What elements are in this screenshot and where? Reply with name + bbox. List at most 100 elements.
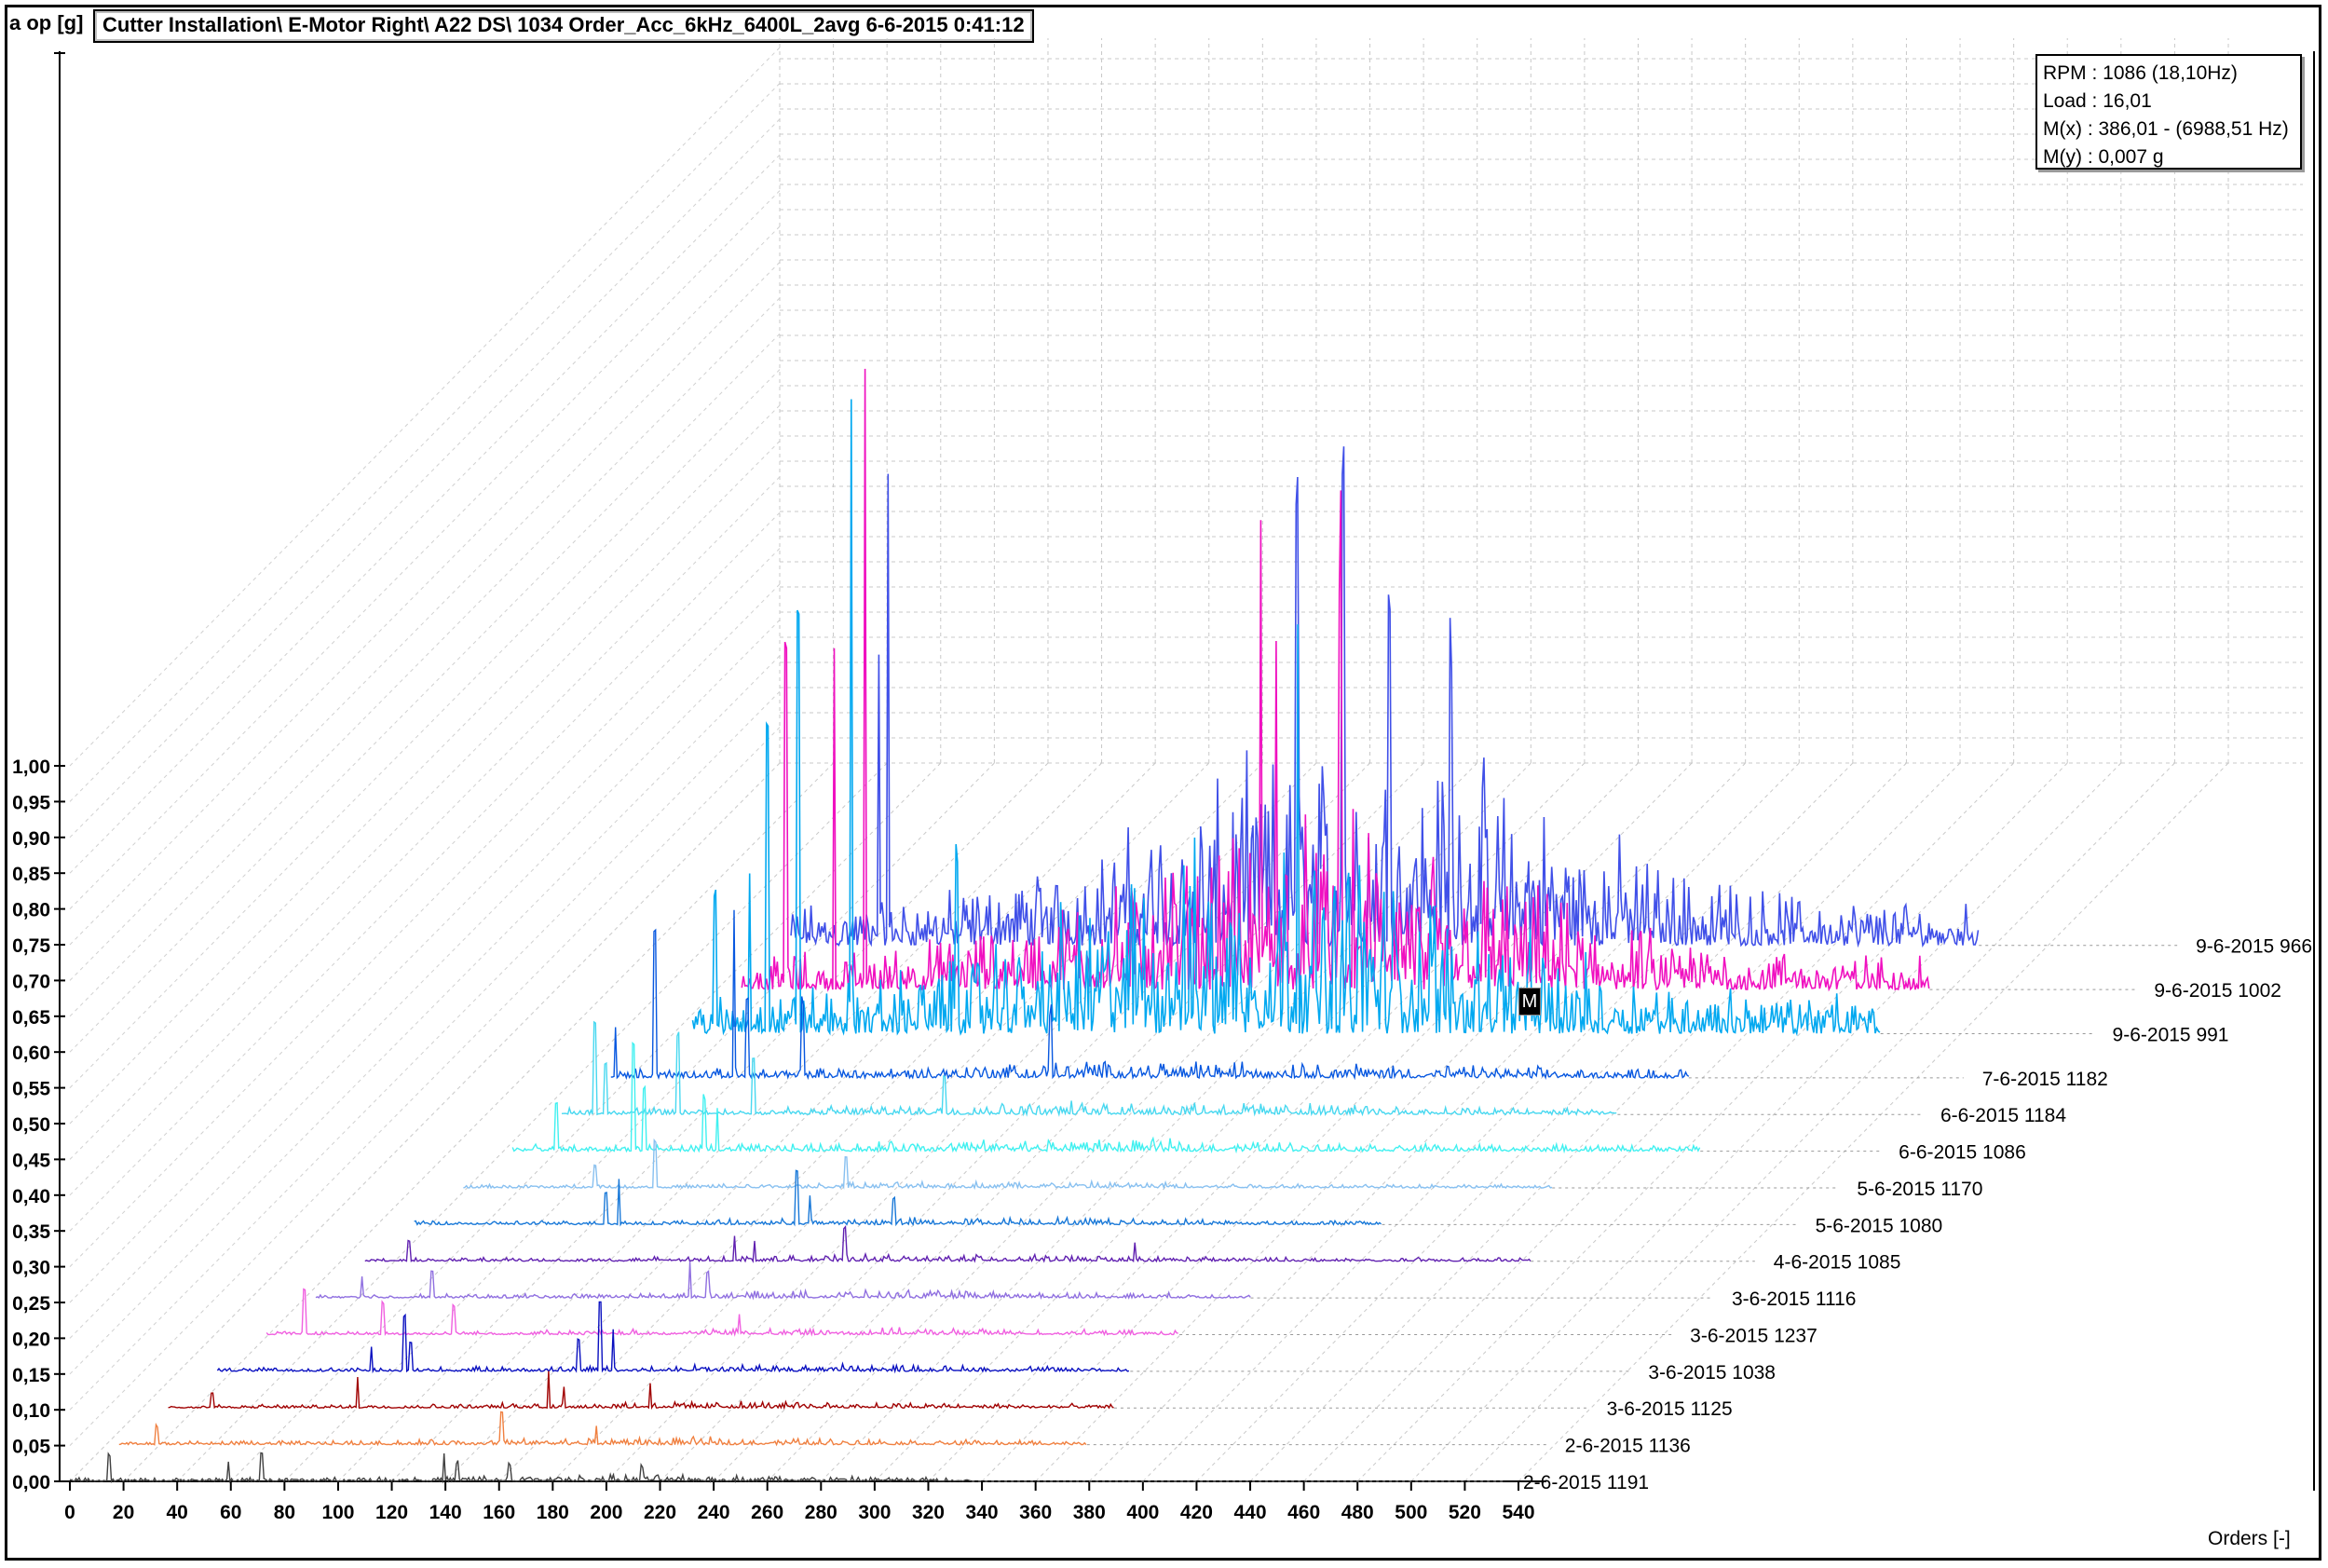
x-tick-label: 280 [805,1502,837,1523]
x-tick-label: 400 [1126,1502,1159,1523]
x-tick-label: 220 [644,1502,676,1523]
cursor-marker[interactable]: M [1518,988,1541,1016]
x-tick-label: 240 [698,1502,730,1523]
grid-line [69,762,781,1482]
rpm-readout: RPM : 1086 (18,10Hz) [2043,62,2238,84]
grid-line [767,762,1478,1482]
y-tick-label: 0,55 [12,1079,50,1100]
grid-line [551,762,1263,1482]
y-tick-label: 0,80 [12,900,50,921]
y-tick-label: 0,35 [12,1221,50,1243]
x-tick-label: 320 [912,1502,945,1523]
x-tick-label: 440 [1234,1502,1267,1523]
series-label: 3-6-2015 1125 [1607,1398,1733,1420]
series-label: 7-6-2015 1182 [1982,1069,2108,1090]
series-line-7-6-2015 1182 [610,909,1690,1081]
grid-line [1035,762,1747,1482]
my-readout: M(y) : 0,007 g [2043,146,2164,168]
series-line-3-6-2015 1116 [315,1261,1251,1301]
series-line-4-6-2015 1085 [364,1225,1532,1263]
series-line-3-6-2015 1125 [168,1370,1114,1411]
x-tick-label: 500 [1395,1502,1427,1523]
series-label: 3-6-2015 1116 [1732,1288,1857,1310]
cursor-info-box: RPM : 1086 (18,10Hz) Load : 16,01 M(x) :… [2035,54,2302,170]
grid-line [69,297,781,1017]
grid-line [1518,762,2229,1482]
x-tick-label: 420 [1180,1502,1213,1523]
grid-line [69,548,781,1267]
grid-line [1249,762,1961,1482]
grid-line [69,154,781,874]
chart-frame [5,5,2321,1561]
y-tick-label: 1,00 [12,757,50,778]
load-readout: Load : 16,01 [2043,90,2152,112]
x-tick-label: 140 [429,1502,462,1523]
series-line-6-6-2015 1086 [511,1042,1701,1154]
series-label: 9-6-2015 1002 [2154,980,2281,1002]
series-label: 2-6-2015 1191 [1523,1472,1649,1493]
grid-line [230,762,942,1482]
y-tick-label: 0,10 [12,1400,50,1422]
grid-line [1464,762,2175,1482]
grid-line [69,404,781,1125]
series-line-3-6-2015 1237 [265,1288,1178,1337]
chart-grid [69,38,2303,1482]
series-line-3-6-2015 1038 [216,1301,1130,1374]
mx-readout: M(x) : 386,01 - (6988,51 Hz) [2043,118,2289,140]
x-tick-label: 20 [113,1502,134,1523]
y-tick-label: 0,05 [12,1437,50,1458]
x-tick-label: 0 [64,1502,75,1523]
series-label: 3-6-2015 1038 [1648,1362,1776,1384]
grid-line [69,727,781,1446]
series-label: 5-6-2015 1170 [1857,1179,1982,1200]
x-tick-label: 460 [1287,1502,1320,1523]
x-tick-label: 100 [321,1502,354,1523]
grid-line [69,83,781,802]
series-line-5-6-2015 1170 [463,1138,1553,1191]
x-tick-label: 360 [1019,1502,1052,1523]
grid-line [69,690,781,1411]
grid-line [69,118,781,839]
grid-line [69,511,781,1232]
series-label: 9-6-2015 991 [2113,1024,2229,1045]
series-label: 4-6-2015 1085 [1774,1252,1901,1274]
series-label: 5-6-2015 1080 [1816,1215,1943,1236]
grid-line [69,262,781,981]
chart-series [69,368,2178,1484]
series-label: 2-6-2015 1136 [1565,1436,1691,1457]
x-tick-label: 40 [167,1502,188,1523]
chart-axes: 0 20 40 60 80 100 120 140 160 180 200 220 240 260 280 3… [12,51,2315,1523]
y-tick-label: 0,65 [12,1007,50,1029]
grid-line [337,762,1049,1482]
y-tick-label: 0,15 [12,1365,50,1386]
y-tick-label: 0,20 [12,1329,50,1350]
y-tick-label: 0,95 [12,792,50,813]
y-tick-label: 0,90 [12,828,50,850]
grid-line [69,333,781,1053]
x-tick-label: 60 [220,1502,241,1523]
grid-line [69,441,781,1160]
series-line-2-6-2015 1191 [69,1452,972,1484]
y-tick-label: 0,60 [12,1043,50,1064]
series-line-2-6-2015 1136 [118,1411,1087,1447]
x-tick-label: 160 [483,1502,515,1523]
x-axis-title: Orders [-] [2208,1528,2291,1549]
y-tick-label: 0,45 [12,1150,50,1171]
y-tick-label: 0,00 [12,1472,50,1493]
series-line-5-6-2015 1080 [414,1169,1382,1227]
grid-line [69,47,781,767]
grid-line [69,655,781,1375]
x-tick-label: 120 [375,1502,408,1523]
series-label: 9-6-2015 966 [2196,936,2312,958]
y-tick-label: 0,85 [12,864,50,885]
grid-line [981,762,1693,1482]
series-line-9-6-2015 991 [691,399,1881,1037]
grid-line [391,762,1102,1482]
grid-line [69,190,781,909]
series-line-6-6-2015 1184 [561,1020,1617,1117]
x-tick-label: 520 [1449,1502,1481,1523]
chart-title: Cutter Installation\ E-Motor Right\ A22 … [93,9,1034,43]
x-tick-label: 300 [858,1502,891,1523]
series-line-9-6-2015 966 [790,446,1980,948]
